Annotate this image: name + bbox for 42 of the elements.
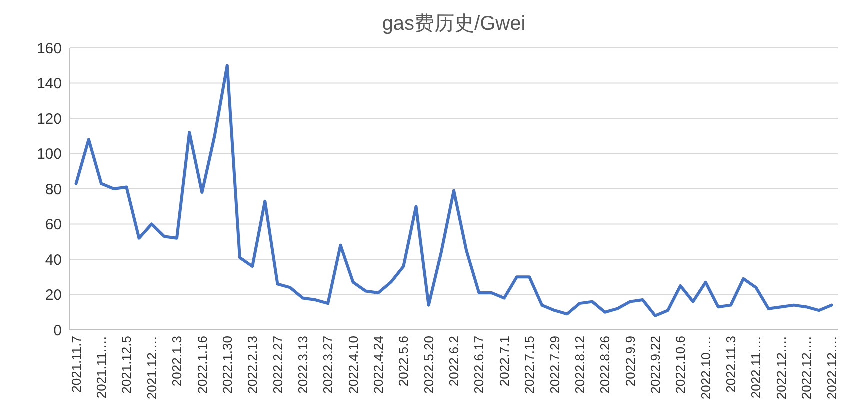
y-tick-label: 100 (36, 146, 62, 163)
x-tick-label: 2022.9.9 (622, 336, 638, 387)
x-tick-label: 2022.1.16 (194, 336, 210, 394)
x-tick-label: 2022.1.3 (170, 336, 185, 387)
x-tick-label: 2022.7.29 (547, 336, 562, 394)
line-series (74, 64, 834, 318)
x-tick-label: 2022.7.1 (496, 336, 512, 387)
x-tick-label: 2022.4.24 (371, 336, 386, 394)
y-tick-label: 80 (45, 181, 62, 198)
y-tick-label: 120 (36, 110, 62, 128)
x-tick-label: 2022.6.17 (472, 336, 487, 394)
x-tick-label: 2021.12.5 (119, 336, 134, 394)
x-tick-label: 2022.10.6 (673, 336, 688, 394)
y-tick-label: 40 (45, 252, 62, 269)
x-tick-label: 2022.2.27 (270, 336, 286, 394)
x-tick-label: 2022.11.… (748, 336, 764, 399)
x-tick-label: 2022.3.13 (295, 336, 310, 394)
x-tick-label: 2021.12.… (144, 336, 160, 400)
y-tick-label: 20 (45, 287, 62, 304)
x-tick-label: 2022.7.15 (522, 336, 538, 394)
x-tick-label: 2022.2.13 (245, 336, 260, 394)
chart-title: gas费历史/Gwei (382, 13, 526, 35)
x-tick-label: 2022.6.2 (446, 336, 462, 387)
x-tick-label: 2022.12.… (824, 336, 840, 400)
x-tick-label: 2022.8.12 (572, 336, 588, 394)
x-tick-label: 2021.11.… (94, 336, 110, 399)
y-tick-label: 0 (54, 322, 62, 340)
x-tick-label: 2022.5.6 (396, 336, 412, 387)
x-tick-label: 2022.3.27 (320, 336, 336, 394)
x-tick-label: 2022.12.… (774, 336, 789, 400)
x-tick-label: 2022.10.… (698, 336, 714, 400)
x-tick-label: 2022.9.22 (648, 336, 663, 394)
y-tick-label: 140 (36, 76, 62, 92)
x-tick-label: 2022.4.10 (346, 336, 361, 394)
x-tick-label: 2022.12.… (799, 336, 814, 400)
y-tick-label: 60 (45, 216, 62, 234)
x-tick-label: 2022.11.3 (724, 336, 739, 393)
x-tick-label: 2022.8.26 (598, 336, 613, 394)
x-tick-label: 2022.1.30 (220, 336, 235, 394)
x-tick-label: 2022.5.20 (421, 336, 436, 394)
y-tick-label: 160 (36, 40, 62, 58)
x-tick-label: 2021.11.7 (68, 336, 84, 393)
